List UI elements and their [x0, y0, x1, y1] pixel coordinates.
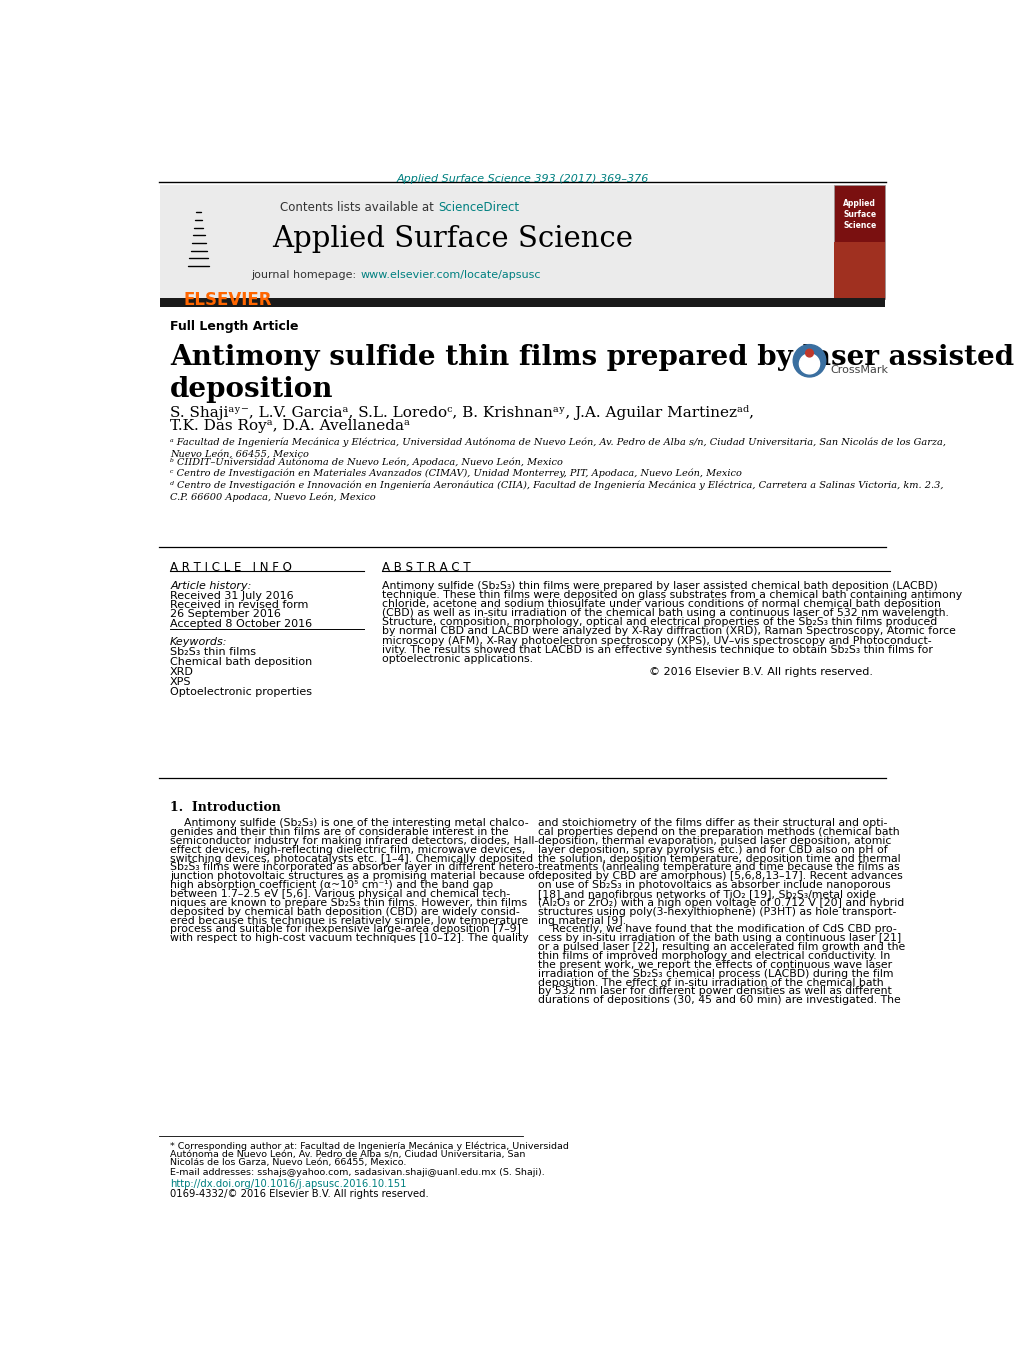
Text: 1.  Introduction: 1. Introduction [170, 801, 280, 815]
FancyBboxPatch shape [834, 185, 884, 299]
Text: ᶜ Centro de Investigación en Materiales Avanzados (CIMAV), Unidad Monterrey, PIT: ᶜ Centro de Investigación en Materiales … [170, 469, 741, 478]
Text: Structure, composition, morphology, optical and electrical properties of the Sb₂: Structure, composition, morphology, opti… [381, 617, 936, 627]
Text: ᵃ Facultad de Ingeniería Mecánica y Eléctrica, Universidad Autónoma de Nuevo Leó: ᵃ Facultad de Ingeniería Mecánica y Eléc… [170, 438, 946, 459]
Text: S. Shajiᵃʸ⁻, L.V. Garciaᵃ, S.L. Loredoᶜ, B. Krishnanᵃʸ, J.A. Aguilar Martinezᵃᵈ,: S. Shajiᵃʸ⁻, L.V. Garciaᵃ, S.L. Loredoᶜ,… [170, 405, 753, 420]
Text: technique. These thin films were deposited on glass substrates from a chemical b: technique. These thin films were deposit… [381, 590, 961, 600]
Text: thin films of improved morphology and electrical conductivity. In: thin films of improved morphology and el… [538, 951, 890, 961]
Text: Antimony sulfide (Sb₂S₃) thin films were prepared by laser assisted chemical bat: Antimony sulfide (Sb₂S₃) thin films were… [381, 581, 936, 590]
Text: structures using poly(3-hexylthiophene) (P3HT) as hole transport-: structures using poly(3-hexylthiophene) … [538, 907, 896, 917]
Text: microscopy (AFM), X-Ray photoelectron spectroscopy (XPS), UV–vis spectroscopy an: microscopy (AFM), X-Ray photoelectron sp… [381, 635, 930, 646]
Text: Contents lists available at: Contents lists available at [279, 200, 437, 213]
Text: Applied Surface Science 393 (2017) 369–376: Applied Surface Science 393 (2017) 369–3… [396, 174, 648, 185]
Text: deposition. The effect of in-situ irradiation of the chemical bath: deposition. The effect of in-situ irradi… [538, 978, 883, 988]
Text: cess by in-situ irradiation of the bath using a continuous laser [21]: cess by in-situ irradiation of the bath … [538, 934, 901, 943]
Text: journal homepage:: journal homepage: [251, 270, 360, 280]
Text: niques are known to prepare Sb₂S₃ thin films. However, thin films: niques are known to prepare Sb₂S₃ thin f… [170, 898, 527, 908]
Text: switching devices, photocatalysts etc. [1–4]. Chemically deposited: switching devices, photocatalysts etc. [… [170, 854, 533, 863]
Text: Sb₂S₃ films were incorporated as absorber layer in different hetero-: Sb₂S₃ films were incorporated as absorbe… [170, 862, 538, 873]
Text: 26 September 2016: 26 September 2016 [170, 609, 280, 620]
Text: ᵈ Centro de Investigación e Innovación en Ingeniería Aeronáutica (CIIA), Faculta: ᵈ Centro de Investigación e Innovación e… [170, 480, 943, 501]
Text: Sb₂S₃ thin films: Sb₂S₃ thin films [170, 647, 256, 657]
Text: genides and their thin films are of considerable interest in the: genides and their thin films are of cons… [170, 827, 508, 838]
Text: ing material [9].: ing material [9]. [538, 916, 626, 925]
Text: CrossMark: CrossMark [829, 365, 888, 374]
Text: Applied Surface Science: Applied Surface Science [272, 226, 633, 253]
Text: optoelectronic applications.: optoelectronic applications. [381, 654, 532, 663]
Text: irradiation of the Sb₂S₃ chemical process (LACBD) during the film: irradiation of the Sb₂S₃ chemical proces… [538, 969, 893, 978]
Text: by 532 nm laser for different power densities as well as different: by 532 nm laser for different power dens… [538, 986, 892, 997]
Circle shape [793, 345, 825, 377]
Text: Received 31 July 2016: Received 31 July 2016 [170, 590, 293, 601]
Text: process and suitable for inexpensive large-area deposition [7–9]: process and suitable for inexpensive lar… [170, 924, 521, 935]
Text: [18] and nanofibrous networks of TiO₂ [19], Sb₂S₃/metal oxide: [18] and nanofibrous networks of TiO₂ [1… [538, 889, 875, 898]
Text: Autónoma de Nuevo León, Av. Pedro de Alba s/n, Ciudad Universitaria, San: Autónoma de Nuevo León, Av. Pedro de Alb… [170, 1150, 525, 1159]
Text: Keywords:: Keywords: [170, 638, 227, 647]
Text: the solution, deposition temperature, deposition time and thermal: the solution, deposition temperature, de… [538, 854, 900, 863]
Text: 0169-4332/© 2016 Elsevier B.V. All rights reserved.: 0169-4332/© 2016 Elsevier B.V. All right… [170, 1189, 428, 1200]
Text: on use of Sb₂S₃ in photovoltaics as absorber include nanoporous: on use of Sb₂S₃ in photovoltaics as abso… [538, 880, 890, 890]
Text: ᵇ CIIDIT–Universidad Autónoma de Nuevo León, Apodaca, Nuevo León, Mexico: ᵇ CIIDIT–Universidad Autónoma de Nuevo L… [170, 458, 562, 467]
Text: cal properties depend on the preparation methods (chemical bath: cal properties depend on the preparation… [538, 827, 899, 838]
Text: and stoichiometry of the films differ as their structural and opti-: and stoichiometry of the films differ as… [538, 819, 887, 828]
Text: Accepted 8 October 2016: Accepted 8 October 2016 [170, 619, 312, 628]
Text: chloride, acetone and sodium thiosulfate under various conditions of normal chem: chloride, acetone and sodium thiosulfate… [381, 600, 940, 609]
Text: between 1.7–2.5 eV [5,6]. Various physical and chemical tech-: between 1.7–2.5 eV [5,6]. Various physic… [170, 889, 509, 898]
Text: * Corresponding author at: Facultad de Ingeniería Mecánica y Eléctrica, Universi: * Corresponding author at: Facultad de I… [170, 1142, 569, 1151]
Text: (Al₂O₃ or ZrO₂) with a high open voltage of 0.712 V [20] and hybrid: (Al₂O₃ or ZrO₂) with a high open voltage… [538, 898, 904, 908]
Text: Full Length Article: Full Length Article [170, 320, 299, 332]
Text: Optoelectronic properties: Optoelectronic properties [170, 688, 312, 697]
Text: treatments (annealing temperature and time because the films as: treatments (annealing temperature and ti… [538, 862, 899, 873]
Text: http://dx.doi.org/10.1016/j.apsusc.2016.10.151: http://dx.doi.org/10.1016/j.apsusc.2016.… [170, 1179, 407, 1189]
Text: the present work, we report the effects of continuous wave laser: the present work, we report the effects … [538, 959, 892, 970]
Text: © 2016 Elsevier B.V. All rights reserved.: © 2016 Elsevier B.V. All rights reserved… [648, 667, 872, 677]
Text: T.K. Das Royᵃ, D.A. Avellanedaᵃ: T.K. Das Royᵃ, D.A. Avellanedaᵃ [170, 419, 410, 432]
Text: deposited by chemical bath deposition (CBD) are widely consid-: deposited by chemical bath deposition (C… [170, 907, 520, 917]
Text: XPS: XPS [170, 677, 192, 688]
Text: A B S T R A C T: A B S T R A C T [381, 561, 470, 574]
Text: deposition, thermal evaporation, pulsed laser deposition, atomic: deposition, thermal evaporation, pulsed … [538, 836, 891, 846]
Text: ScienceDirect: ScienceDirect [438, 200, 519, 213]
FancyBboxPatch shape [160, 185, 884, 299]
Text: effect devices, high-reflecting dielectric film, microwave devices,: effect devices, high-reflecting dielectr… [170, 844, 525, 855]
Text: semiconductor industry for making infrared detectors, diodes, Hall-: semiconductor industry for making infrar… [170, 836, 538, 846]
Text: high absorption coefficient (α~10⁵ cm⁻¹) and the band gap: high absorption coefficient (α~10⁵ cm⁻¹)… [170, 880, 493, 890]
Text: durations of depositions (30, 45 and 60 min) are investigated. The: durations of depositions (30, 45 and 60 … [538, 996, 900, 1005]
Text: XRD: XRD [170, 667, 194, 677]
Text: Nicolás de los Garza, Nuevo León, 66455, Mexico.: Nicolás de los Garza, Nuevo León, 66455,… [170, 1159, 407, 1167]
Text: or a pulsed laser [22], resulting an accelerated film growth and the: or a pulsed laser [22], resulting an acc… [538, 942, 905, 952]
FancyBboxPatch shape [160, 185, 237, 299]
Circle shape [799, 354, 819, 374]
FancyBboxPatch shape [834, 242, 884, 299]
Text: layer deposition, spray pyrolysis etc.) and for CBD also on pH of: layer deposition, spray pyrolysis etc.) … [538, 844, 887, 855]
Text: Recently, we have found that the modification of CdS CBD pro-: Recently, we have found that the modific… [538, 924, 896, 935]
Text: Antimony sulfide (Sb₂S₃) is one of the interesting metal chalco-: Antimony sulfide (Sb₂S₃) is one of the i… [170, 819, 528, 828]
Text: deposited by CBD are amorphous) [5,6,8,13–17]. Recent advances: deposited by CBD are amorphous) [5,6,8,1… [538, 871, 902, 881]
Text: (CBD) as well as in-situ irradiation of the chemical bath using a continuous las: (CBD) as well as in-situ irradiation of … [381, 608, 948, 619]
Text: by normal CBD and LACBD were analyzed by X-Ray diffraction (XRD), Raman Spectros: by normal CBD and LACBD were analyzed by… [381, 627, 955, 636]
Text: www.elsevier.com/locate/apsusc: www.elsevier.com/locate/apsusc [361, 270, 541, 280]
Text: ivity. The results showed that LACBD is an effective synthesis technique to obta: ivity. The results showed that LACBD is … [381, 644, 931, 655]
Text: Applied
Surface
Science: Applied Surface Science [843, 199, 875, 230]
Text: ELSEVIER: ELSEVIER [183, 292, 271, 309]
FancyBboxPatch shape [160, 297, 884, 307]
Text: Received in revised form: Received in revised form [170, 600, 308, 611]
Text: Antimony sulfide thin films prepared by laser assisted chemical bath
deposition: Antimony sulfide thin films prepared by … [170, 345, 1019, 403]
Text: Article history:: Article history: [170, 581, 252, 590]
Text: A R T I C L E   I N F O: A R T I C L E I N F O [170, 561, 291, 574]
Text: junction photovoltaic structures as a promising material because of: junction photovoltaic structures as a pr… [170, 871, 538, 881]
Text: Chemical bath deposition: Chemical bath deposition [170, 657, 312, 667]
Text: ered because this technique is relatively simple, low temperature: ered because this technique is relativel… [170, 916, 528, 925]
Text: E-mail addresses: sshajs@yahoo.com, sadasivan.shaji@uanl.edu.mx (S. Shaji).: E-mail addresses: sshajs@yahoo.com, sada… [170, 1167, 544, 1177]
Text: with respect to high-cost vacuum techniques [10–12]. The quality: with respect to high-cost vacuum techniq… [170, 934, 528, 943]
Circle shape [805, 349, 812, 357]
